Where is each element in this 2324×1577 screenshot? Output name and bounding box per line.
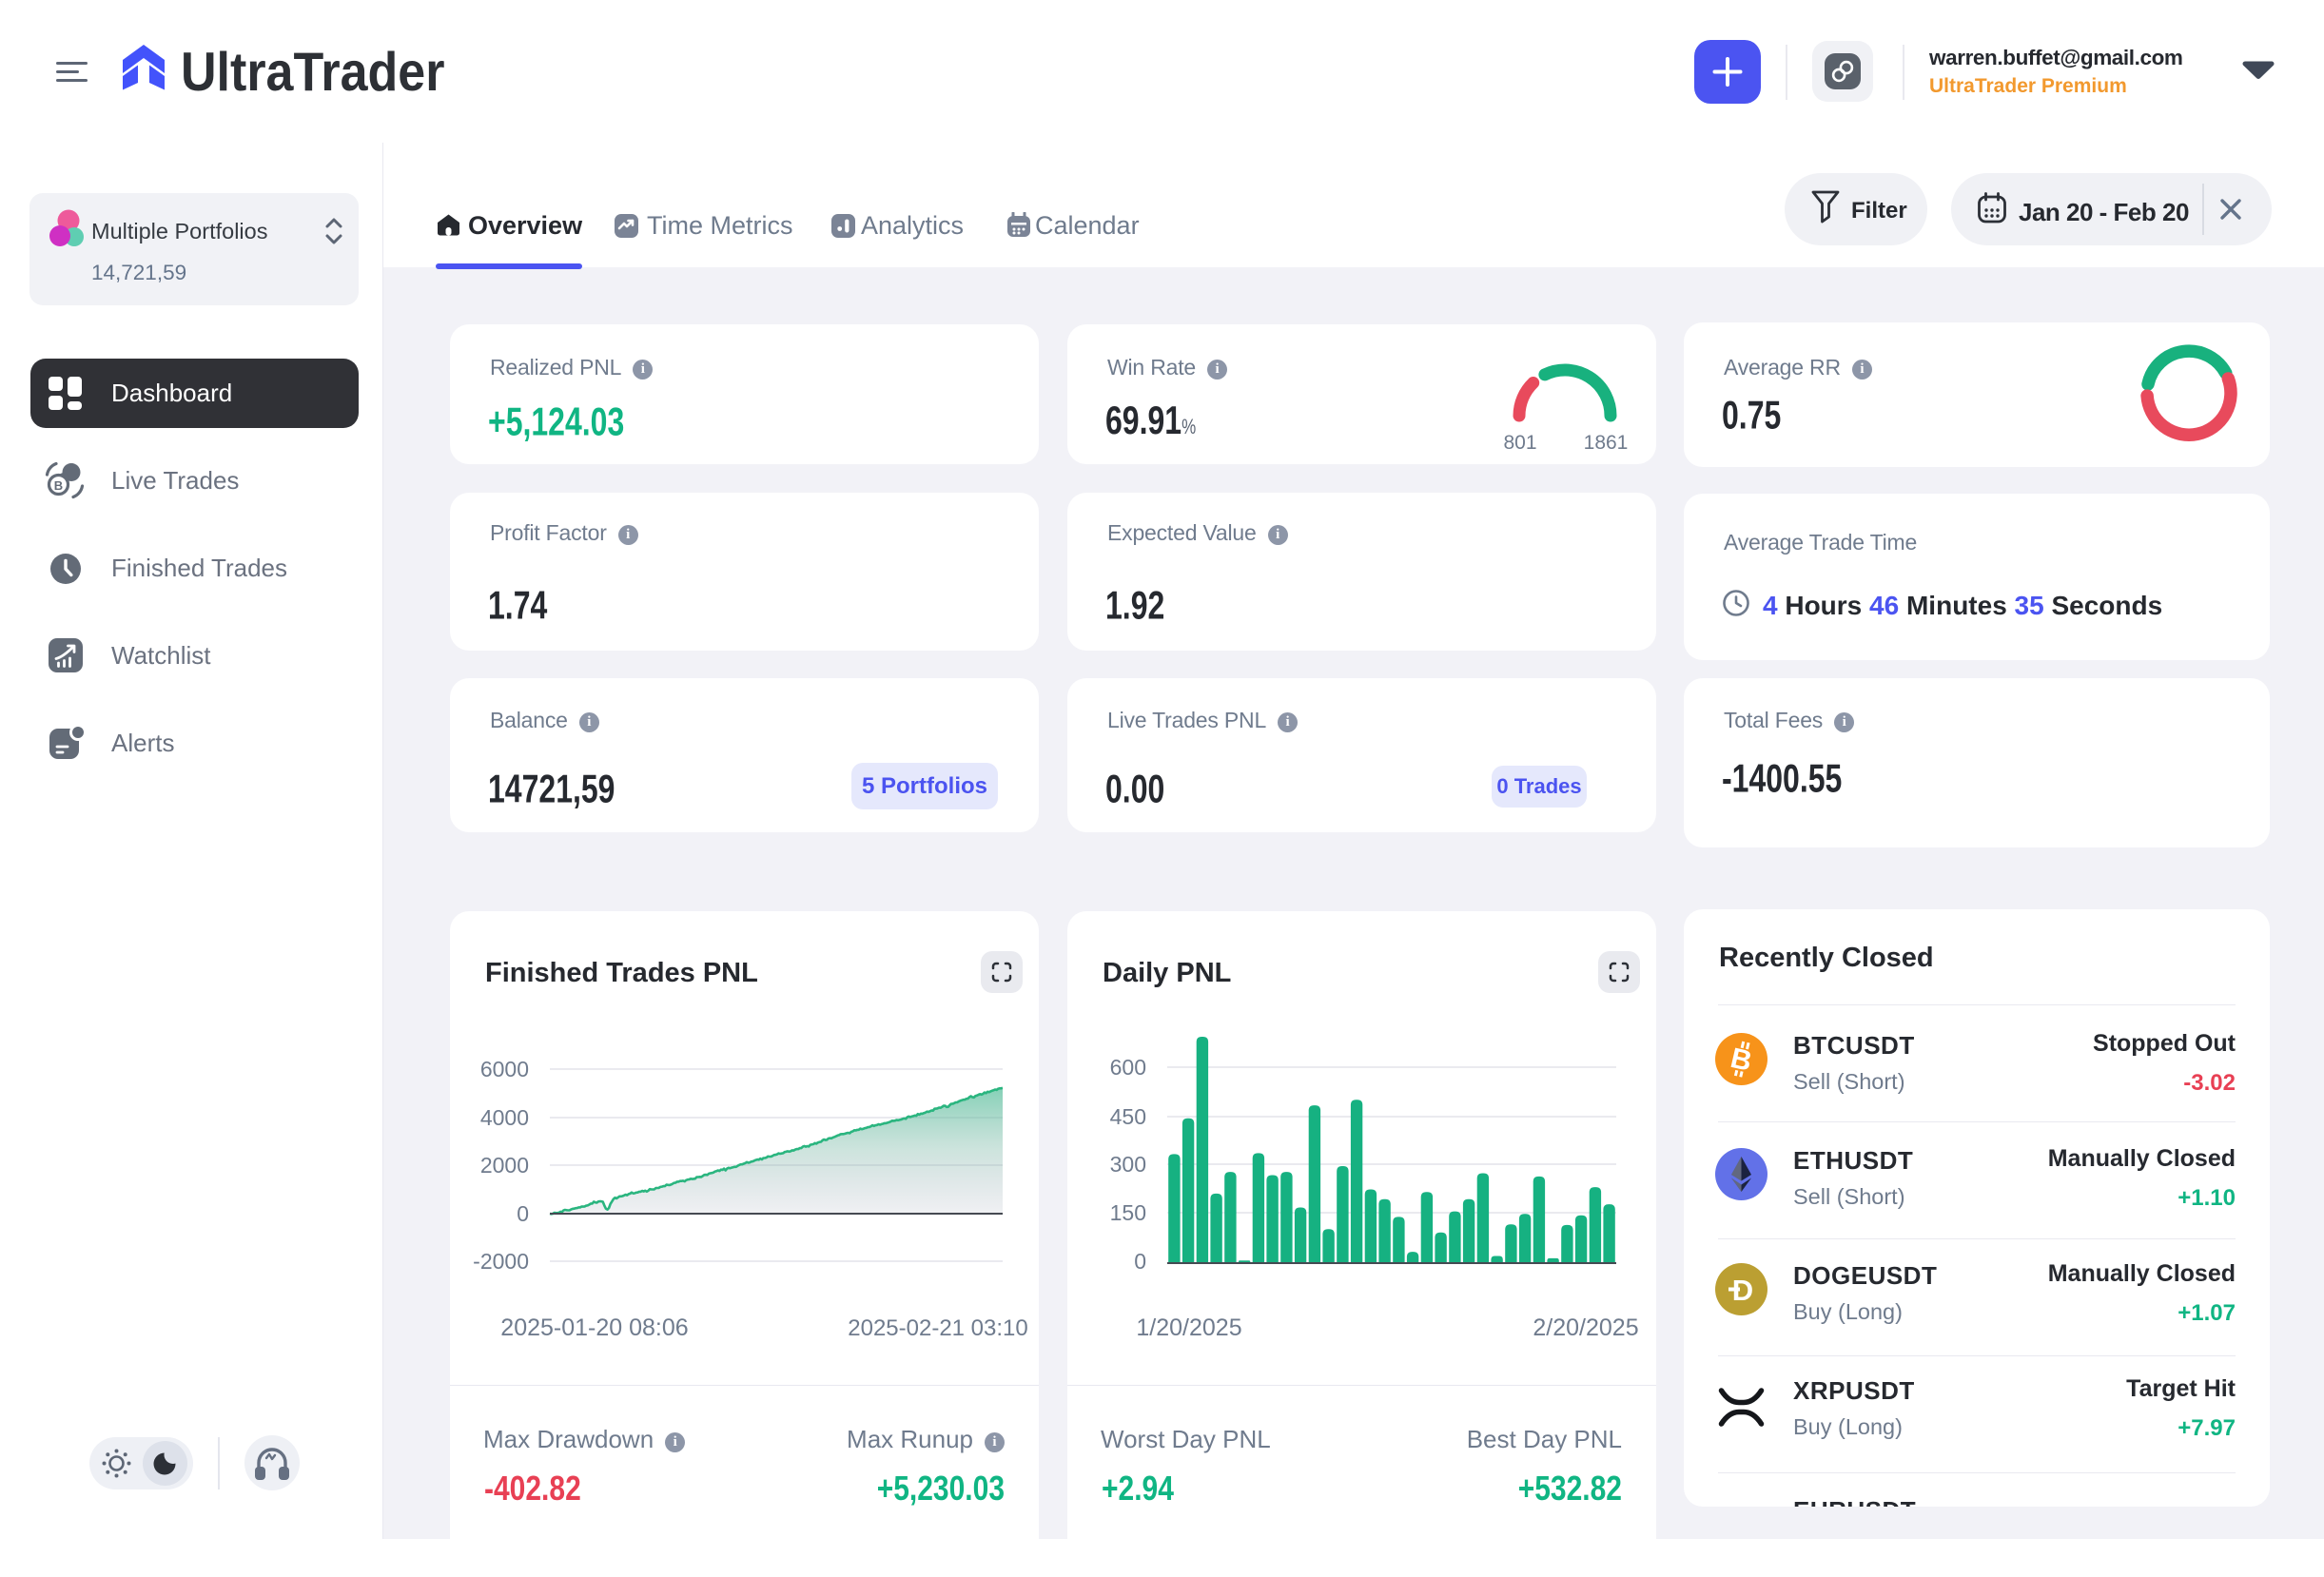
- svg-text:0: 0: [517, 1201, 529, 1226]
- svg-text:4000: 4000: [480, 1105, 529, 1130]
- svg-text:1/20/2025: 1/20/2025: [1136, 1314, 1241, 1341]
- svg-text:2025-01-20 08:06: 2025-01-20 08:06: [500, 1314, 688, 1341]
- svg-text:300: 300: [1110, 1152, 1146, 1177]
- svg-text:150: 150: [1110, 1200, 1146, 1225]
- svg-text:1861: 1861: [1584, 432, 1629, 454]
- svg-text:2/20/2025: 2/20/2025: [1533, 1314, 1638, 1341]
- svg-text:2025-02-21 03:10: 2025-02-21 03:10: [848, 1315, 1028, 1341]
- svg-text:600: 600: [1110, 1055, 1146, 1080]
- svg-text:B: B: [54, 478, 63, 493]
- svg-text:0: 0: [1134, 1249, 1146, 1274]
- svg-text:2000: 2000: [480, 1153, 529, 1178]
- svg-text:D: D: [1732, 1274, 1753, 1307]
- svg-text:801: 801: [1504, 432, 1537, 454]
- svg-text:-2000: -2000: [473, 1249, 529, 1274]
- svg-text:6000: 6000: [480, 1057, 529, 1081]
- svg-text:450: 450: [1110, 1104, 1146, 1129]
